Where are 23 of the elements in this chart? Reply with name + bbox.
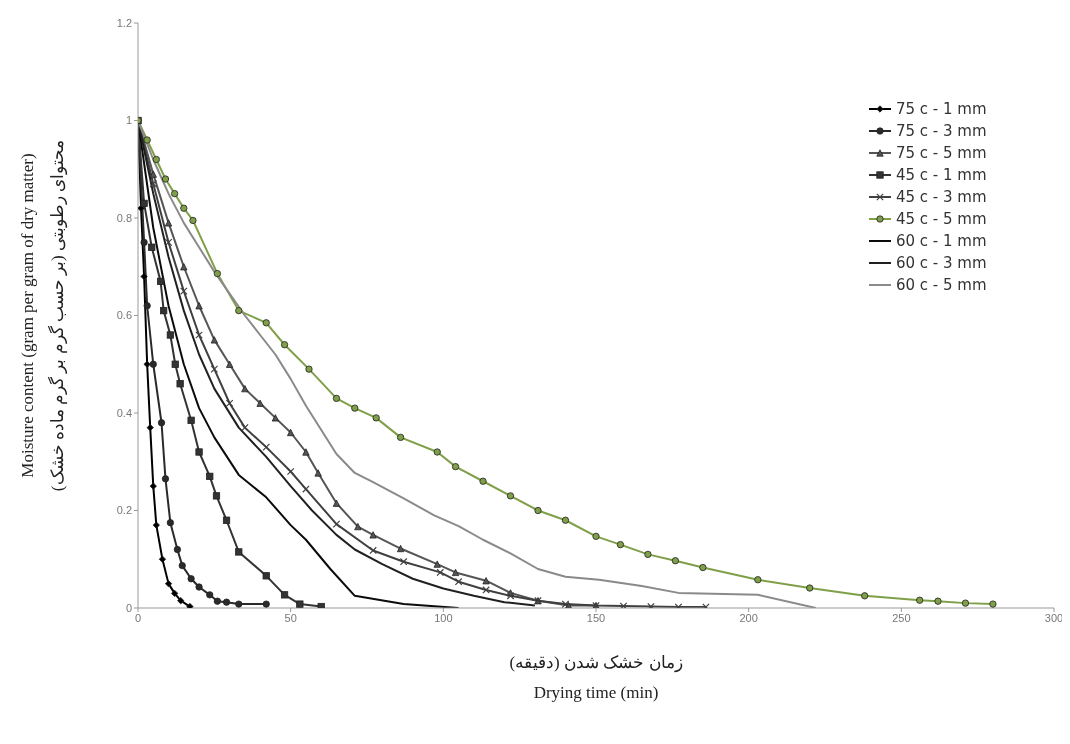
y-tick-label: 0 <box>125 601 132 614</box>
legend-label: 60 c - 1 mm <box>896 231 987 252</box>
y-tick-label: 1 <box>125 114 132 127</box>
y-tick-label: 1.2 <box>116 16 132 29</box>
x-tick-label: 50 <box>284 611 297 624</box>
y-tick-label: 0.2 <box>116 504 132 517</box>
y-tick-label: 0.6 <box>116 309 132 322</box>
legend-label: 60 c - 5 mm <box>896 275 987 296</box>
legend-label: 60 c - 3 mm <box>896 253 987 274</box>
legend-label: 75 c - 1 mm <box>896 99 987 120</box>
legend-label: 45 c - 3 mm <box>896 187 987 208</box>
y-tick-label: 0.8 <box>116 211 132 224</box>
x-tick-label: 0 <box>134 611 142 624</box>
x-tick-label: 150 <box>586 611 606 624</box>
legend-label: 45 c - 1 mm <box>896 165 987 186</box>
x-tick-label: 200 <box>739 611 758 624</box>
x-tick-label: 100 <box>434 611 453 624</box>
x-tick-label: 300 <box>1044 611 1064 624</box>
y-tick-label: 0.4 <box>116 406 132 419</box>
legend-label: 75 c - 5 mm <box>896 143 987 164</box>
x-tick-label: 250 <box>892 611 911 624</box>
legend-label: 75 c - 3 mm <box>896 121 987 142</box>
legend-label: 45 c - 5 mm <box>896 209 987 230</box>
